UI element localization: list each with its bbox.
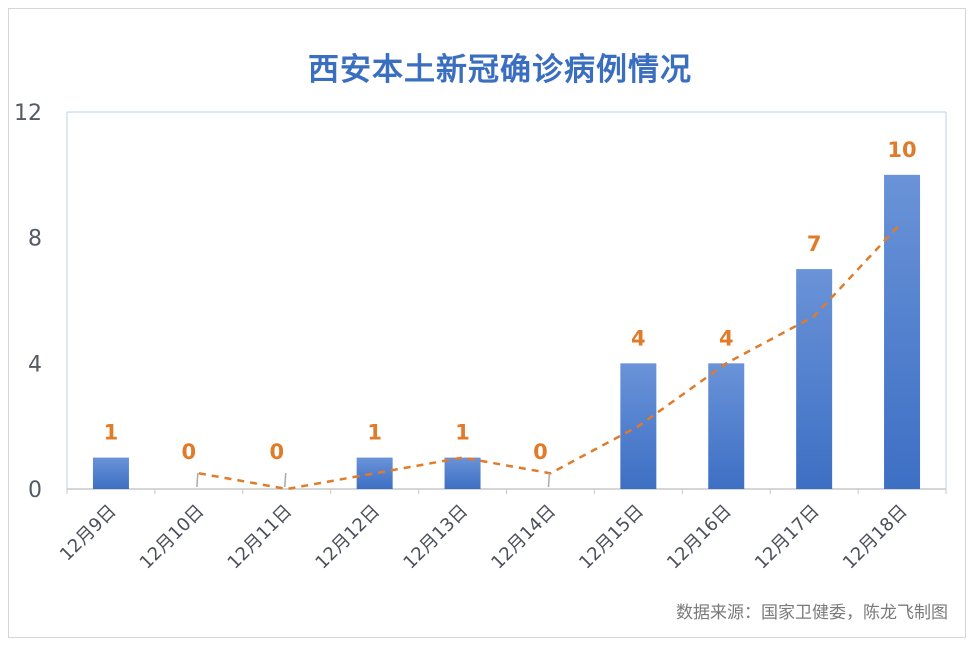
source-note: 数据来源：国家卫健委，陈龙飞制图 bbox=[676, 603, 948, 623]
y-tick-label: 12 bbox=[14, 101, 42, 126]
data-label: 0 bbox=[182, 440, 197, 464]
data-label: 0 bbox=[533, 440, 548, 464]
y-tick-label: 4 bbox=[28, 352, 42, 377]
x-tick-label: 12月15日 bbox=[575, 501, 648, 574]
y-tick-label: 8 bbox=[28, 227, 42, 252]
x-tick-label: 12月17日 bbox=[751, 501, 824, 574]
data-label: 1 bbox=[104, 421, 119, 445]
data-label-leader bbox=[284, 472, 287, 488]
bar bbox=[92, 457, 129, 489]
x-tick-label: 12月13日 bbox=[399, 501, 472, 574]
bar bbox=[708, 363, 745, 489]
x-tick-label: 12月10日 bbox=[136, 501, 209, 574]
data-label-leader bbox=[196, 472, 199, 488]
x-tick-label: 12月9日 bbox=[56, 501, 121, 566]
x-tick-label: 12月11日 bbox=[224, 501, 297, 574]
x-tick-labels: 12月9日 12月10日 12月11日 12月12日 12月13日 12月14日 12月15… bbox=[56, 501, 912, 574]
data-label: 7 bbox=[807, 232, 822, 256]
x-tick-label: 12月14日 bbox=[487, 501, 560, 574]
chart-title: 西安本土新冠确诊病例情况 bbox=[308, 52, 692, 88]
data-label: 4 bbox=[631, 326, 646, 350]
chart-frame bbox=[8, 8, 966, 638]
x-tick-label: 12月16日 bbox=[663, 501, 736, 574]
y-tick-label: 0 bbox=[28, 478, 42, 503]
bar bbox=[796, 269, 833, 489]
data-label: 1 bbox=[367, 421, 382, 445]
trendline bbox=[198, 221, 904, 491]
trendline-path bbox=[198, 221, 904, 491]
x-tick-label: 12月12日 bbox=[311, 501, 384, 574]
data-label: 10 bbox=[887, 138, 916, 162]
bar bbox=[444, 457, 481, 489]
data-label-leader bbox=[547, 472, 551, 488]
bar bbox=[356, 457, 393, 489]
y-tick-labels: 0 4 8 12 bbox=[14, 101, 42, 503]
data-label: 0 bbox=[269, 440, 284, 464]
bars bbox=[92, 174, 921, 490]
data-label: 1 bbox=[455, 421, 470, 445]
data-label: 4 bbox=[719, 326, 734, 350]
bar bbox=[884, 174, 921, 490]
x-tick-label: 12月18日 bbox=[839, 501, 912, 574]
